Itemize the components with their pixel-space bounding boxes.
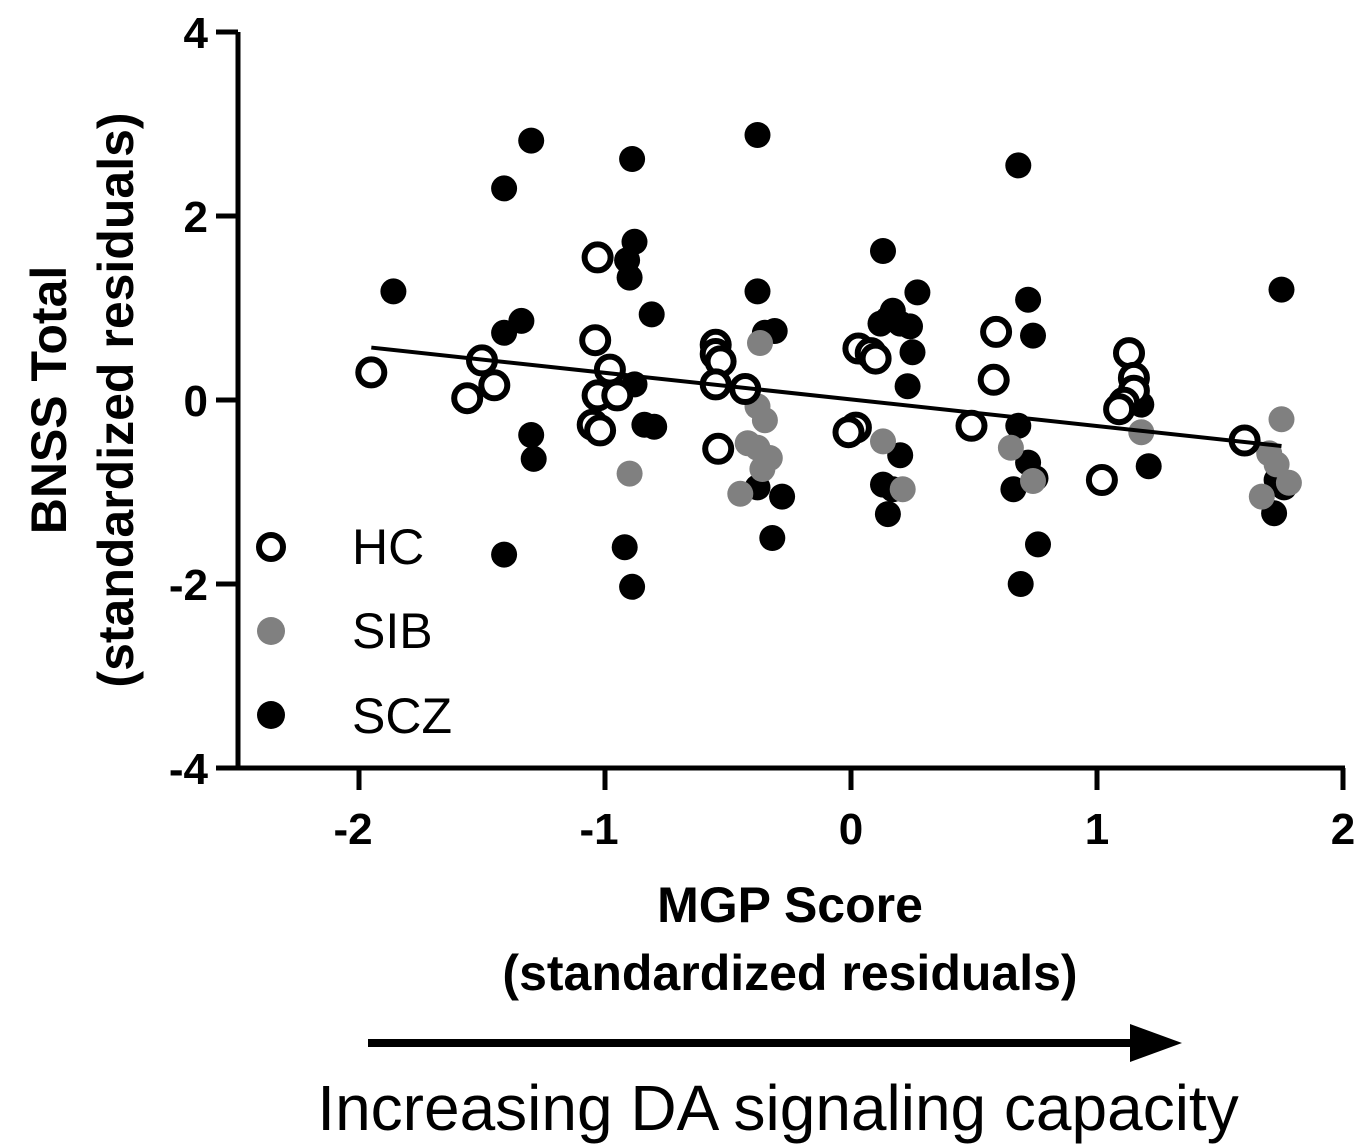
x-tick-label-3: 1 xyxy=(1085,805,1109,854)
point-scz-12 xyxy=(638,301,665,328)
point-sib-7 xyxy=(749,456,776,482)
point-scz-45 xyxy=(1025,531,1051,558)
point-sib-16 xyxy=(1263,451,1290,478)
point-hc-6 xyxy=(593,353,626,386)
point-scz-6 xyxy=(520,445,547,472)
point-scz-11 xyxy=(616,264,643,291)
y-tick-label-2: 0 xyxy=(184,377,208,426)
point-hc-22 xyxy=(980,315,1013,348)
point-scz-5 xyxy=(518,422,545,448)
legend-label-scz: SCZ xyxy=(352,688,452,744)
point-scz-7 xyxy=(491,541,518,568)
legend-label-sib: SIB xyxy=(352,603,433,659)
point-scz-19 xyxy=(744,278,771,305)
point-scz-16 xyxy=(611,534,638,561)
point-hc-25 xyxy=(1113,337,1145,370)
x-axis-title-line1: MGP Score xyxy=(657,877,923,933)
point-scz-1 xyxy=(491,175,518,202)
point-sib-10 xyxy=(889,476,916,503)
direction-arrow xyxy=(368,1024,1182,1062)
legend-marker-sib xyxy=(257,617,285,645)
point-hc-16 xyxy=(702,432,735,465)
point-scz-32 xyxy=(904,279,931,306)
point-sib-0 xyxy=(616,460,643,487)
point-hc-5 xyxy=(579,324,612,357)
x-tick-label-4: 2 xyxy=(1331,805,1355,854)
point-sib-12 xyxy=(1020,468,1046,494)
point-hc-3 xyxy=(478,369,511,402)
y-tick-label-1: 2 xyxy=(184,193,208,242)
data-points xyxy=(355,122,1302,600)
y-axis-title-line1: BNSS Total xyxy=(21,266,77,535)
point-sib-11 xyxy=(997,434,1024,461)
y-axis-title-line2: (standardized residuals) xyxy=(88,112,144,687)
point-hc-19 xyxy=(859,342,892,375)
point-hc-29 xyxy=(1103,393,1136,426)
point-scz-37 xyxy=(874,501,901,528)
trendline xyxy=(371,345,1282,448)
point-hc-30 xyxy=(1085,464,1118,496)
point-scz-8 xyxy=(619,146,646,172)
point-sib-14 xyxy=(1268,406,1295,433)
point-sib-18 xyxy=(1248,483,1275,510)
point-scz-39 xyxy=(1015,286,1042,313)
point-sib-9 xyxy=(870,428,896,455)
point-scz-48 xyxy=(1135,453,1162,480)
point-hc-4 xyxy=(581,241,614,274)
y-tick-label-3: -2 xyxy=(169,561,208,610)
point-scz-0 xyxy=(380,278,407,305)
point-sib-8 xyxy=(727,480,754,507)
point-scz-25 xyxy=(870,238,896,264)
point-hc-1 xyxy=(451,382,484,415)
legend-marker-scz xyxy=(257,701,285,729)
x-tick-label-0: -2 xyxy=(333,805,372,854)
point-scz-46 xyxy=(1007,571,1034,597)
legend-marker-hc xyxy=(256,532,286,562)
point-sib-1 xyxy=(747,330,773,356)
y-tick-label-4: -4 xyxy=(169,745,209,794)
point-scz-17 xyxy=(619,573,646,600)
point-scz-33 xyxy=(894,373,921,400)
y-tick-label-0: 4 xyxy=(184,9,209,58)
point-hc-21 xyxy=(832,416,865,449)
arrow-head-icon xyxy=(1130,1024,1182,1062)
point-scz-31 xyxy=(899,339,926,366)
point-scz-24 xyxy=(759,525,786,551)
axis-ticks: -2 -1 0 1 2 4 2 0 -2 -4 xyxy=(169,9,1355,854)
point-sib-17 xyxy=(1275,469,1302,496)
point-scz-23 xyxy=(769,483,796,510)
point-scz-38 xyxy=(1005,152,1032,179)
point-hc-0 xyxy=(355,356,388,389)
point-sib-3 xyxy=(751,407,778,434)
point-scz-49 xyxy=(1268,276,1295,303)
point-scz-44 xyxy=(1000,476,1027,503)
point-hc-24 xyxy=(955,409,988,442)
point-scz-4 xyxy=(508,307,535,334)
point-hc-8 xyxy=(601,379,634,412)
point-hc-23 xyxy=(977,363,1010,396)
legend-label-hc: HC xyxy=(352,519,424,575)
point-scz-2 xyxy=(518,127,545,154)
point-hc-10 xyxy=(584,414,617,447)
legend: HC SIB SCZ xyxy=(256,519,452,744)
point-scz-15 xyxy=(641,413,668,440)
point-scz-40 xyxy=(1020,322,1046,349)
x-tick-label-1: -1 xyxy=(579,805,618,854)
point-scz-30 xyxy=(897,313,923,340)
point-scz-18 xyxy=(744,122,771,148)
caption-text: Increasing DA signaling capacity xyxy=(317,1072,1238,1144)
x-axis-title-line2: (standardized residuals) xyxy=(502,945,1077,1001)
x-tick-label-2: 0 xyxy=(839,805,863,854)
